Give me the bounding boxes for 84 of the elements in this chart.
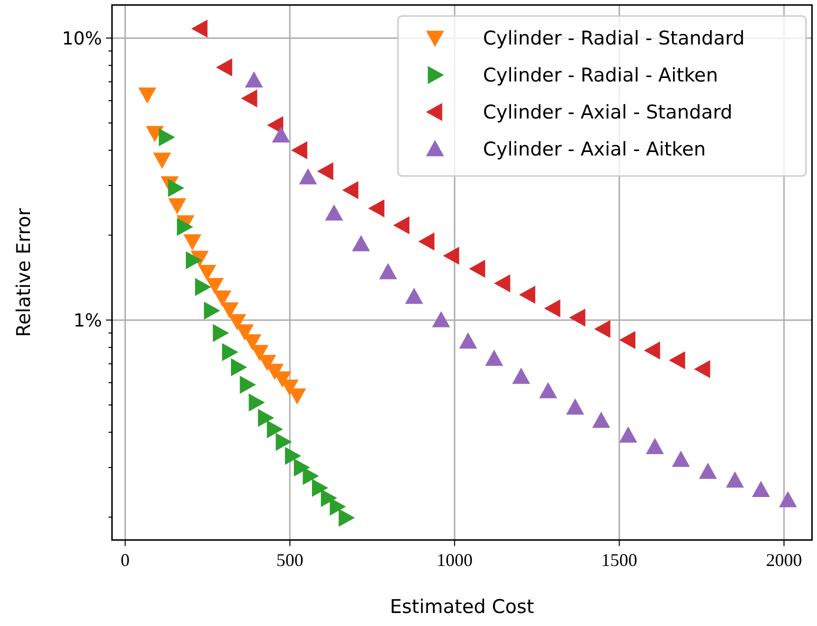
point xyxy=(284,446,302,465)
point xyxy=(294,458,310,477)
point xyxy=(442,246,460,265)
point xyxy=(418,232,434,250)
point xyxy=(393,216,410,234)
point xyxy=(698,462,717,479)
point xyxy=(168,178,184,197)
point xyxy=(342,181,358,200)
point xyxy=(198,264,216,282)
point xyxy=(459,332,478,349)
point xyxy=(752,480,770,498)
point xyxy=(778,491,797,508)
point xyxy=(153,152,172,169)
point xyxy=(619,426,638,443)
point xyxy=(468,260,486,278)
point xyxy=(138,87,156,104)
point xyxy=(352,235,370,252)
point xyxy=(272,126,290,143)
x-axis-title: Estimated Cost xyxy=(390,596,534,618)
point xyxy=(312,478,328,497)
legend-label: Cylinder - Axial - Aitken xyxy=(483,138,706,161)
point xyxy=(668,351,686,370)
point xyxy=(368,199,384,218)
point xyxy=(212,324,230,342)
point xyxy=(644,342,660,360)
x-tick-label: 1500 xyxy=(601,550,638,570)
point xyxy=(299,168,317,184)
x-tick-label: 1000 xyxy=(436,550,473,570)
point xyxy=(220,302,239,319)
point xyxy=(168,198,186,214)
point xyxy=(512,368,530,384)
point xyxy=(594,320,610,338)
point xyxy=(158,128,176,146)
y-tick-label: 1% xyxy=(73,310,102,332)
point xyxy=(228,314,246,330)
point xyxy=(230,358,248,376)
point xyxy=(519,286,536,304)
point xyxy=(183,234,202,250)
point xyxy=(566,398,584,415)
point xyxy=(317,162,334,180)
legend-label: Cylinder - Radial - Standard xyxy=(483,28,745,50)
point xyxy=(338,508,355,527)
point xyxy=(276,432,292,451)
point xyxy=(539,382,558,398)
point xyxy=(485,350,504,366)
point xyxy=(320,488,338,507)
x-tick-label: 0 xyxy=(120,550,130,570)
point xyxy=(248,394,265,412)
point xyxy=(222,343,238,362)
point xyxy=(569,308,586,327)
point xyxy=(494,274,510,292)
point xyxy=(146,126,164,142)
point xyxy=(241,89,258,108)
point xyxy=(195,278,212,296)
point xyxy=(244,71,263,88)
point xyxy=(672,450,690,467)
y-axis-title: Relative Error xyxy=(13,208,35,337)
point xyxy=(405,288,424,304)
point xyxy=(191,20,208,38)
point xyxy=(592,412,610,428)
legend-label: Cylinder - Axial - Standard xyxy=(483,102,732,124)
point xyxy=(291,141,308,160)
y-tick-label: 10% xyxy=(62,28,102,50)
point xyxy=(176,218,194,236)
point xyxy=(213,290,232,307)
point xyxy=(330,498,346,516)
x-tick-label: 500 xyxy=(276,550,304,570)
point xyxy=(619,330,636,349)
legend-label: Cylinder - Radial - Aitken xyxy=(483,64,718,87)
point xyxy=(379,263,398,280)
point xyxy=(186,251,202,270)
x-tick-label: 2000 xyxy=(766,550,802,570)
point xyxy=(544,299,560,318)
point xyxy=(216,58,232,76)
point xyxy=(694,360,710,378)
point xyxy=(432,311,450,328)
point xyxy=(258,408,274,427)
point xyxy=(266,420,284,438)
point xyxy=(206,278,224,294)
point xyxy=(204,302,220,320)
point xyxy=(325,204,344,221)
point xyxy=(646,438,664,454)
point xyxy=(240,376,256,394)
point xyxy=(726,471,744,488)
